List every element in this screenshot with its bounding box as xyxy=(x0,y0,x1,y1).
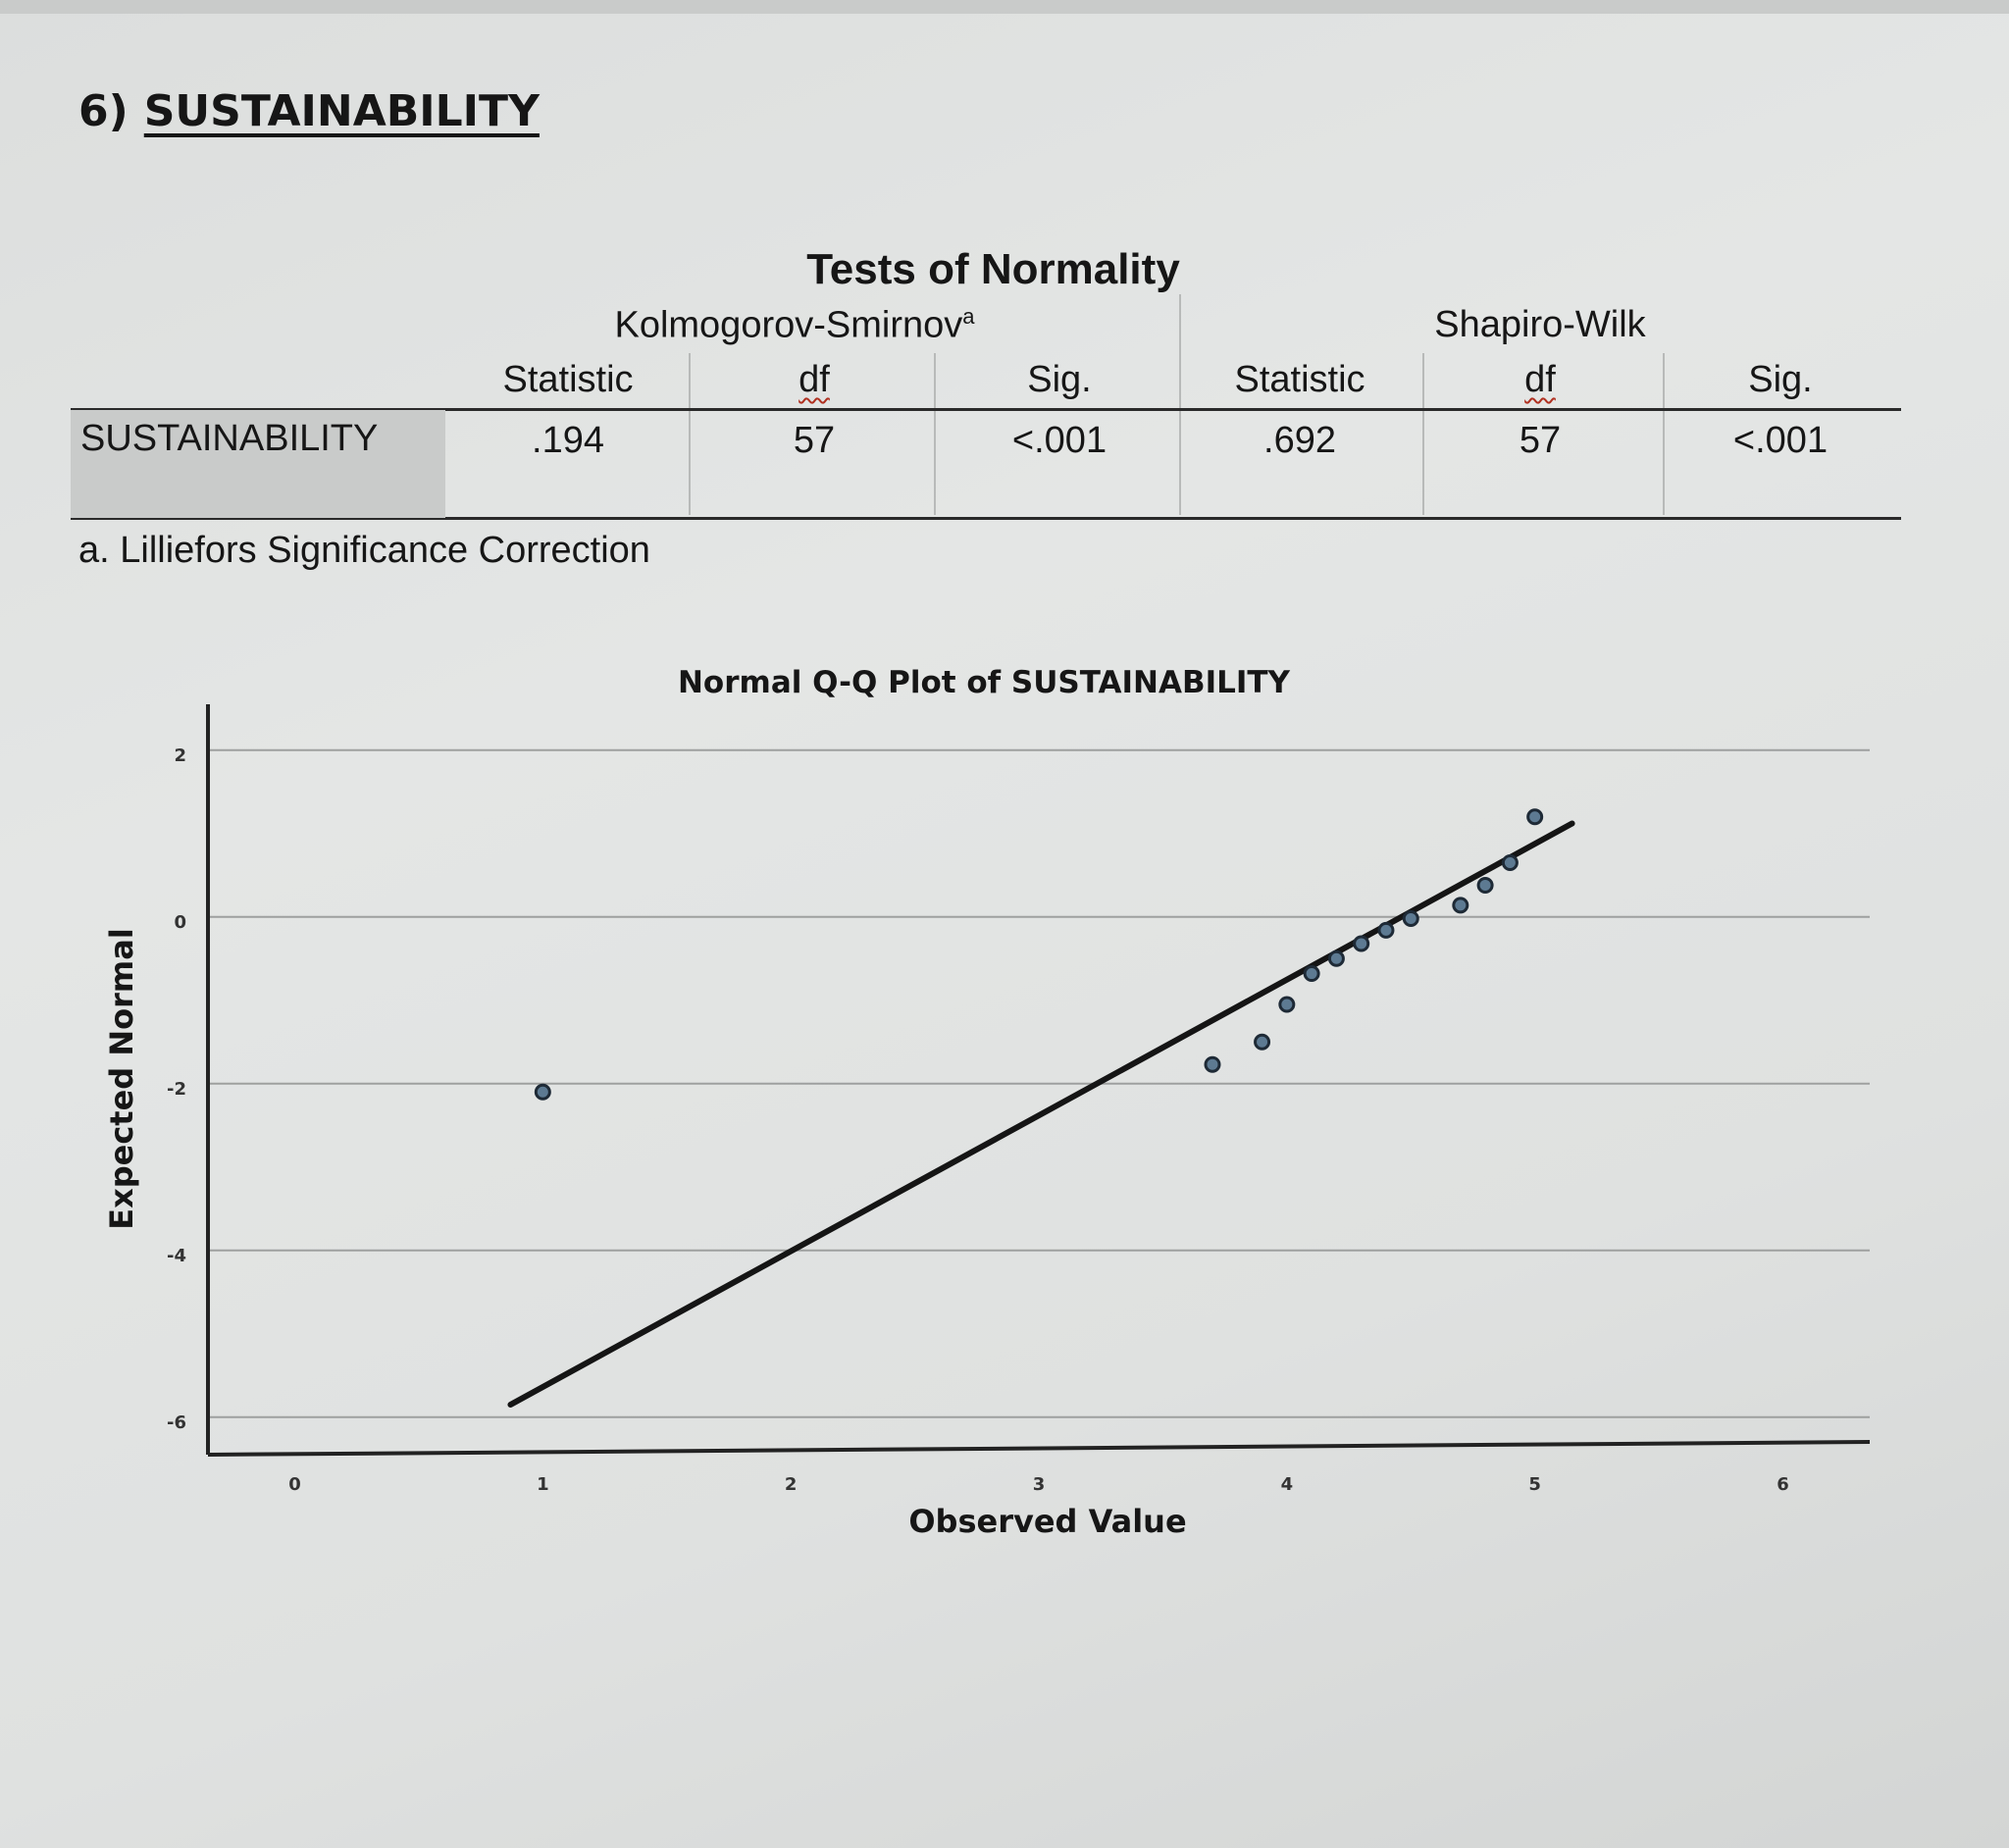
x-axis-line xyxy=(207,1440,1871,1457)
section-number: 6) xyxy=(78,86,129,136)
page-top-edge xyxy=(0,0,2009,14)
header-rule xyxy=(71,408,1901,411)
section-title: SUSTAINABILITY xyxy=(143,86,540,136)
data-point xyxy=(1501,854,1519,871)
data-point xyxy=(534,1083,551,1101)
data-point xyxy=(1278,996,1296,1013)
data-points xyxy=(534,808,1544,1101)
column-divider xyxy=(1422,353,1424,515)
data-point xyxy=(1452,897,1469,914)
chart-title: Normal Q-Q Plot of SUSTAINABILITY xyxy=(678,665,1291,700)
x-tick-label: 1 xyxy=(537,1474,549,1495)
data-point xyxy=(1254,1033,1271,1051)
x-tick-label: 0 xyxy=(288,1474,301,1495)
y-axis-label: Expected Normal xyxy=(103,928,140,1230)
y-tick-label: -2 xyxy=(167,1079,186,1100)
grid-lines xyxy=(208,748,1870,1418)
cell-sw-df: 57 xyxy=(1519,420,1562,461)
x-tick-label: 3 xyxy=(1033,1474,1046,1495)
data-point xyxy=(1377,921,1395,939)
col-sw-sig: Sig. xyxy=(1748,359,1813,400)
group-ks-label: Kolmogorov-Smirnov xyxy=(614,304,963,346)
data-point xyxy=(1476,876,1494,894)
x-tick-label: 5 xyxy=(1528,1474,1541,1495)
row-label: SUSTAINABILITY xyxy=(80,418,379,459)
col-sw-statistic: Statistic xyxy=(1234,359,1365,400)
col-ks-statistic: Statistic xyxy=(502,359,634,400)
data-point xyxy=(1204,1055,1221,1073)
table-footnote: a. Lilliefors Significance Correction xyxy=(78,530,650,571)
cell-ks-df: 57 xyxy=(793,420,836,461)
y-tick-label: -4 xyxy=(167,1246,186,1266)
group-shapiro-wilk: Shapiro-Wilk xyxy=(1434,304,1646,345)
col-sw-df: df xyxy=(1524,359,1556,400)
cell-sw-statistic: .692 xyxy=(1263,420,1336,461)
y-tick-label: 2 xyxy=(174,745,186,766)
column-divider xyxy=(934,353,936,515)
cell-ks-statistic: .194 xyxy=(532,420,604,461)
x-tick-label: 6 xyxy=(1777,1474,1789,1495)
x-tick-labels: 0 1 2 3 4 5 6 xyxy=(288,1474,1789,1495)
cell-ks-sig: <.001 xyxy=(1011,420,1108,461)
data-point xyxy=(1303,965,1320,983)
column-divider xyxy=(689,353,691,515)
data-point xyxy=(1402,909,1419,927)
section-heading: 6) SUSTAINABILITY xyxy=(78,86,540,136)
y-tick-label: -6 xyxy=(167,1412,186,1433)
reference-line xyxy=(507,820,1575,1408)
column-divider xyxy=(1663,353,1665,515)
x-axis-label: Observed Value xyxy=(908,1503,1186,1540)
column-divider xyxy=(1179,294,1181,515)
y-tick-label: 0 xyxy=(174,912,186,933)
row-label-cell xyxy=(71,410,445,518)
y-tick-labels: -6 -4 -2 0 2 xyxy=(167,745,186,1433)
group-ks-superscript: a xyxy=(962,304,975,329)
data-point xyxy=(1353,935,1370,952)
x-tick-label: 4 xyxy=(1281,1474,1294,1495)
cell-sw-sig: <.001 xyxy=(1732,420,1829,461)
col-ks-sig: Sig. xyxy=(1027,359,1092,400)
data-point xyxy=(1327,950,1345,967)
table-title: Tests of Normality xyxy=(806,245,1180,293)
group-kolmogorov-smirnov: Kolmogorov-Smirnova xyxy=(549,304,1040,347)
bottom-rule xyxy=(71,517,1901,520)
col-ks-df: df xyxy=(798,359,830,400)
data-point xyxy=(1526,808,1544,826)
x-tick-label: 2 xyxy=(785,1474,798,1495)
